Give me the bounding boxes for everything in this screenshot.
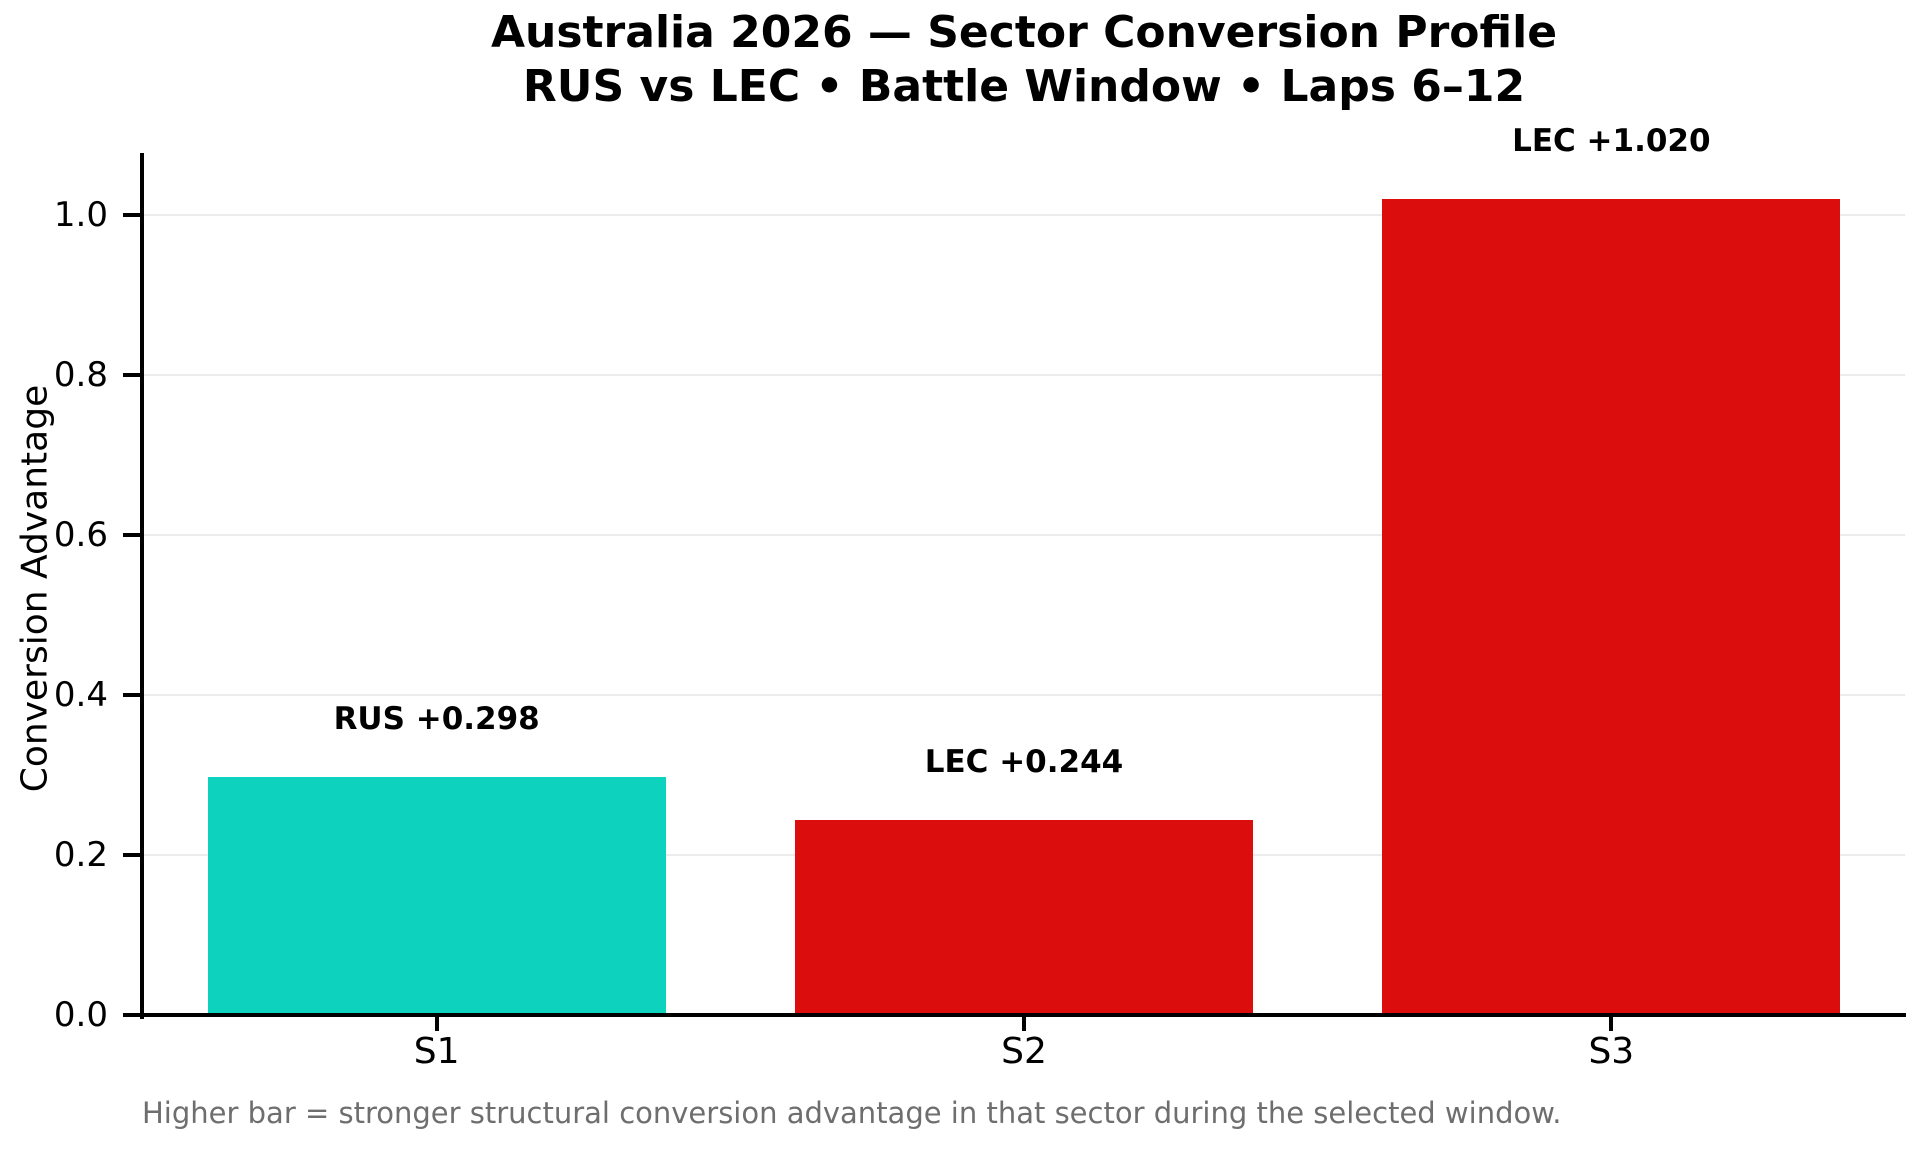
y-tick-mark (123, 853, 141, 858)
y-tick-label: 0.6 (53, 515, 108, 556)
y-tick-label: 0.8 (53, 355, 108, 396)
chart-title: Australia 2026 — Sector Conversion Profi… (143, 6, 1905, 114)
bar-value-label: LEC +1.020 (1512, 123, 1711, 160)
gridline (143, 694, 1905, 697)
x-tick-label: S3 (1588, 1031, 1635, 1072)
bar-value-label: LEC +0.244 (924, 743, 1124, 780)
y-axis-spine (140, 153, 144, 1019)
bar-s3 (1382, 199, 1841, 1015)
x-axis-spine (140, 1013, 1906, 1017)
chart-title-line-1: Australia 2026 — Sector Conversion Profi… (490, 7, 1558, 58)
x-tick-mark (434, 1017, 439, 1031)
y-tick-label: 0.0 (53, 995, 108, 1035)
y-tick-mark (123, 533, 141, 538)
x-tick-mark (1022, 1017, 1026, 1031)
chart-title-line-2: RUS vs LEC • Battle Window • Laps 6–12 (522, 61, 1526, 112)
y-tick-mark (123, 373, 141, 378)
y-tick-label: 1.0 (53, 195, 108, 236)
gridline (143, 374, 1905, 377)
gridline (143, 534, 1905, 537)
plot-area: RUS +0.298 LEC +0.244 LEC +1.020 (143, 123, 1905, 1015)
x-tick-label: S2 (1001, 1031, 1047, 1072)
bar-s2 (794, 819, 1254, 1015)
y-tick-mark (123, 693, 141, 698)
y-tick-mark (123, 213, 141, 218)
y-tick-mark (123, 1013, 141, 1017)
x-tick-label: S1 (413, 1031, 460, 1072)
y-axis-label: Conversion Advantage (14, 384, 56, 793)
y-tick-label: 0.4 (53, 675, 108, 716)
chart-footnote: Higher bar = stronger structural convers… (142, 1096, 1562, 1130)
bar-s1 (207, 776, 666, 1015)
bar-value-label: RUS +0.298 (333, 700, 540, 737)
gridline (143, 214, 1905, 217)
x-tick-mark (1609, 1017, 1614, 1031)
y-tick-label: 0.2 (53, 835, 108, 876)
